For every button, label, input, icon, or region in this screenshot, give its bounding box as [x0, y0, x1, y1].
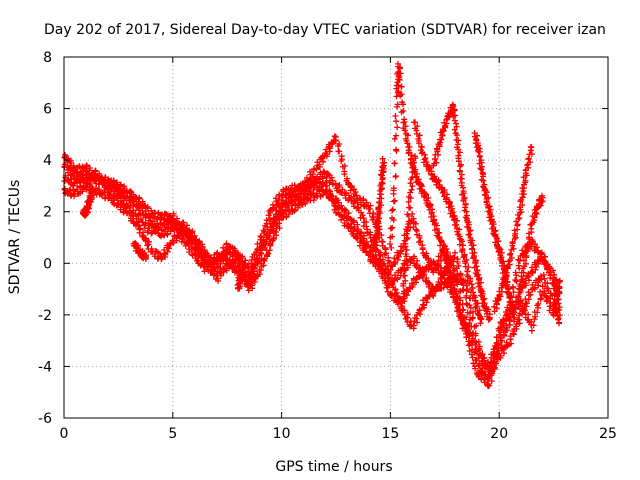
y-tick-label: 8 [43, 50, 52, 66]
series-track-6 [411, 119, 485, 327]
y-tick-label: 0 [43, 256, 52, 272]
y-tick-label: -6 [38, 411, 52, 427]
series-track-12 [399, 153, 419, 303]
series-track-14 [130, 239, 150, 262]
series-track-9 [491, 143, 535, 315]
x-tick-label: 15 [381, 426, 399, 442]
series-track-7 [430, 101, 493, 323]
series-track-5 [387, 60, 473, 336]
y-axis-label: SDTVAR / TECUs [7, 180, 23, 295]
series-track-11 [371, 155, 388, 252]
y-tick-label: -2 [38, 308, 52, 324]
y-tick-label: -4 [38, 359, 52, 375]
plot-frame [63, 56, 609, 419]
x-tick-label: 0 [60, 426, 69, 442]
x-axis-label: GPS time / hours [275, 459, 392, 475]
series-track-4 [61, 161, 563, 383]
x-tick-label: 10 [273, 426, 291, 442]
series-layer [61, 60, 563, 390]
x-tick-label: 20 [490, 426, 508, 442]
series-track-13 [79, 188, 96, 219]
chart-title: Day 202 of 2017, Sidereal Day-to-day VTE… [44, 22, 606, 38]
axis-ticks: 0 5 10 15 20 25 -6 -4 -2 0 2 4 6 8 [38, 50, 617, 442]
y-tick-label: 4 [43, 153, 52, 169]
series-track-15 [234, 266, 246, 292]
x-tick-label: 25 [599, 426, 617, 442]
x-tick-label: 5 [168, 426, 177, 442]
y-tick-label: 2 [43, 205, 52, 221]
series-track-10 [514, 192, 546, 301]
y-tick-label: 6 [43, 102, 52, 118]
